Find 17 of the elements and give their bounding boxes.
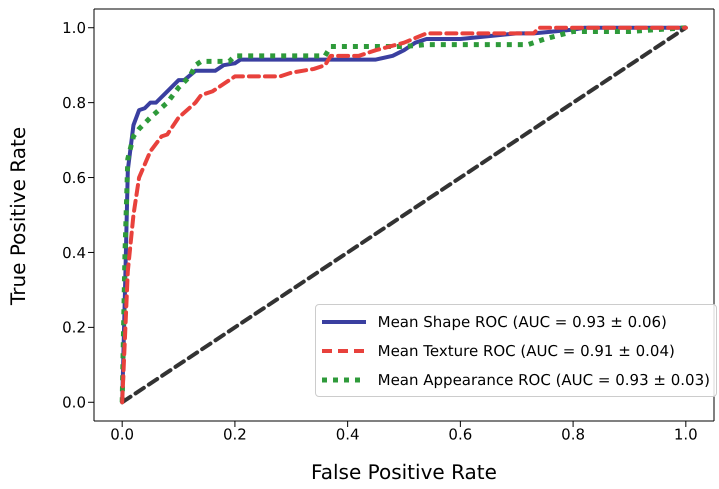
y-tick-label: 0.4 [62,244,86,262]
x-axis-title: False Positive Rate [311,460,497,484]
x-tick-label: 1.0 [674,426,698,444]
y-tick-label: 1.0 [62,19,86,38]
y-tick-label: 0.8 [62,94,86,112]
x-tick-label: 0.6 [448,426,472,444]
y-tick-label: 0.6 [62,168,86,187]
x-tick-label: 0.8 [561,426,586,444]
legend-label: Mean Shape ROC (AUC = 0.93 ± 0.06) [378,312,667,330]
x-tick-label: 0.4 [336,426,360,444]
legend-label: Mean Texture ROC (AUC = 0.91 ± 0.04) [378,342,675,360]
y-axis-title: True Positive Rate [6,126,30,306]
legend-label: Mean Appearance ROC (AUC = 0.93 ± 0.03) [378,370,710,388]
y-tick-label: 0.2 [62,318,86,337]
x-tick-label: 0.2 [222,426,247,444]
x-tick-label: 0.0 [110,426,134,444]
y-tick-label: 0.0 [62,394,86,412]
